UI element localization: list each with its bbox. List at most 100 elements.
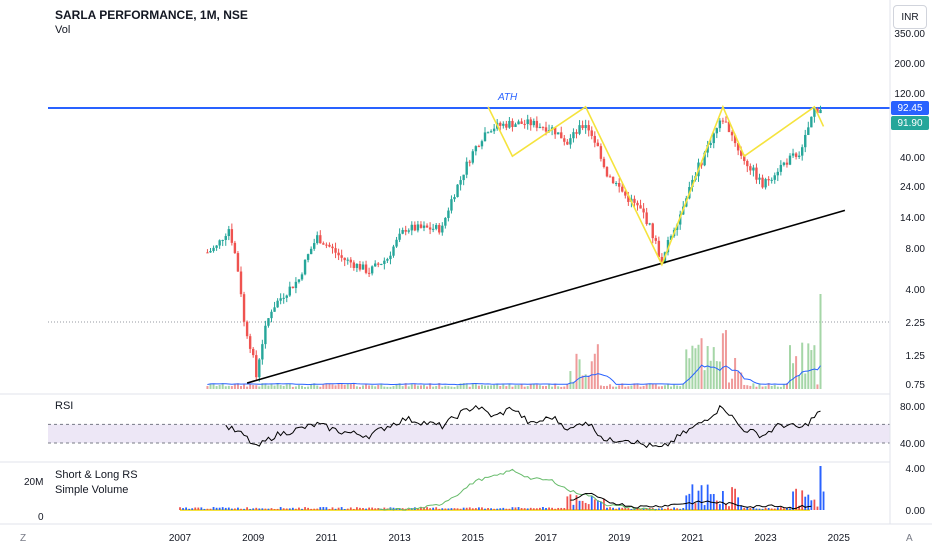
candle-body: [221, 239, 224, 241]
volume-label: Vol: [55, 24, 71, 36]
volume-bar: [468, 386, 471, 389]
candle-body: [322, 243, 325, 245]
simple-volume-bar: [569, 494, 572, 510]
candle-body: [242, 294, 246, 322]
simple-volume-bar: [648, 507, 651, 510]
simple-volume-bar: [535, 508, 538, 510]
rsi-tick-label: 80.00: [900, 402, 925, 413]
candle-body: [736, 143, 740, 151]
last-price-tag: 91.90: [891, 116, 929, 130]
simple-volume-bar: [429, 508, 431, 510]
simple-volume-bar: [298, 507, 300, 510]
candle-body: [639, 205, 642, 209]
candle-body: [294, 281, 298, 289]
simple-volume-bar: [215, 507, 218, 510]
volume-bar: [477, 385, 480, 389]
volume-bar: [560, 386, 563, 389]
simple-volume-bar: [352, 508, 355, 510]
volume-bar: [804, 373, 807, 389]
volume-bar: [487, 385, 490, 389]
candle-body: [218, 240, 221, 246]
volume-bar: [270, 384, 273, 389]
simple-volume-bar: [273, 508, 276, 510]
volume-bar: [346, 383, 349, 389]
simple-volume-bar: [468, 507, 471, 510]
candle-body: [468, 161, 471, 163]
simple-volume-bar: [539, 507, 541, 510]
simple-volume-bar: [682, 508, 685, 510]
simple-volume-bar: [227, 507, 230, 510]
candle-body: [447, 210, 450, 218]
simple-volume-bar: [234, 508, 236, 510]
candle-body: [337, 252, 340, 256]
price-tick-label: 2.25: [906, 318, 926, 329]
simple-volume-bar: [456, 508, 459, 510]
symbol-title: SARLA PERFORMANCE, 1M, NSE: [55, 8, 248, 22]
currency-button[interactable]: INR: [893, 5, 927, 29]
auto-scale-icon[interactable]: A: [906, 533, 913, 544]
simple-volume-bar: [548, 507, 550, 510]
price-tick-label: 24.00: [900, 182, 925, 193]
simple-volume-bar: [526, 508, 529, 510]
volume-bar: [807, 343, 810, 389]
time-tick-label: 2017: [535, 533, 558, 544]
candle-body: [636, 202, 639, 206]
volume-bar: [651, 383, 654, 389]
volume-bar: [743, 384, 746, 389]
simple-volume-bar: [792, 491, 794, 510]
candle-body: [755, 167, 758, 180]
volume-bar: [648, 383, 651, 389]
volume-bar: [557, 386, 560, 389]
volume-bar: [374, 386, 377, 389]
volume-bar: [398, 383, 401, 389]
volume-bar: [447, 386, 450, 389]
candle-body: [319, 235, 322, 244]
candle-body: [520, 121, 523, 124]
simple-volume-bar: [337, 507, 340, 510]
candle-body: [236, 253, 240, 272]
volume-bar: [767, 383, 770, 389]
simple-volume-bar: [529, 507, 532, 510]
candle-body: [416, 224, 420, 231]
simple-volume-bar: [459, 508, 462, 510]
simple-volume-bar: [667, 507, 669, 510]
simple-volume-bar: [575, 495, 578, 510]
candle-body: [309, 248, 313, 255]
candle-body: [255, 355, 258, 378]
candle-body: [627, 195, 630, 202]
simple-volume-bar: [310, 508, 313, 510]
candle-body: [224, 236, 227, 240]
volume-bar: [596, 344, 599, 389]
time-tick-label: 2007: [169, 533, 192, 544]
volume-bar: [752, 383, 755, 389]
volume-bar: [749, 385, 752, 389]
candle-body: [807, 127, 810, 135]
simple-volume-bar: [776, 507, 779, 510]
candle-body: [456, 184, 459, 198]
candle-body: [334, 248, 337, 253]
volume-bar: [636, 384, 639, 389]
timezone-icon[interactable]: Z: [20, 533, 27, 544]
simple-volume-bar: [563, 508, 566, 510]
volume-bar: [755, 386, 758, 389]
volume-bar: [380, 384, 383, 389]
simple-volume-label: Simple Volume: [55, 484, 129, 496]
simple-volume-bar: [295, 508, 297, 510]
simple-volume-bar: [505, 508, 508, 510]
volume-bar: [548, 384, 551, 389]
rsi-band: [48, 424, 890, 443]
simple-volume-bar: [356, 507, 358, 510]
simple-volume-bar: [392, 507, 395, 510]
candle-body: [791, 153, 795, 156]
simple-volume-bar: [230, 508, 233, 510]
volume-bar: [453, 386, 456, 389]
volume-bar: [328, 383, 331, 389]
simple-volume-bar: [600, 501, 602, 510]
simple-volume-bar: [532, 508, 535, 510]
volume-bar: [307, 386, 310, 389]
candle-body: [499, 122, 502, 126]
simple-volume-bar: [624, 507, 627, 510]
simple-volume-bar: [752, 507, 755, 510]
simple-volume-bar: [206, 508, 209, 510]
